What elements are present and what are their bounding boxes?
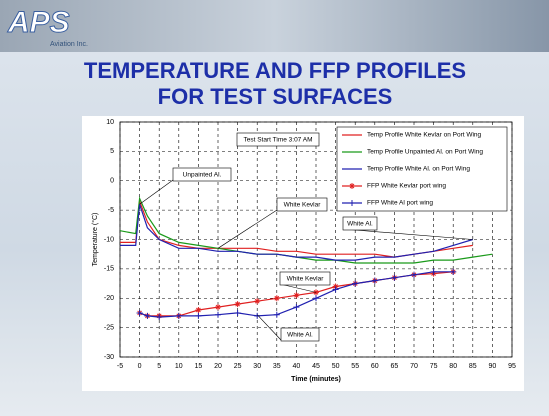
x-tick-label: 0 bbox=[138, 363, 142, 370]
legend-label: Temp Profile White Al. on Port Wing bbox=[367, 166, 470, 173]
x-tick-label: 60 bbox=[371, 363, 379, 370]
y-tick-label: 5 bbox=[110, 148, 114, 155]
series-line bbox=[120, 204, 473, 261]
x-tick-label: 65 bbox=[391, 363, 399, 370]
x-tick-label: 20 bbox=[214, 363, 222, 370]
plot-border bbox=[119, 121, 513, 358]
annotation: Unpainted Al. bbox=[183, 172, 222, 179]
y-tick-label: -20 bbox=[104, 295, 114, 302]
annotation: White Al. bbox=[287, 332, 313, 339]
point-marker bbox=[371, 277, 378, 284]
point-marker bbox=[293, 304, 300, 311]
legend-box bbox=[336, 126, 508, 212]
series-line bbox=[139, 271, 454, 318]
x-tick-label: 80 bbox=[449, 363, 457, 370]
x-tick-label: 85 bbox=[469, 363, 477, 370]
annotation: Test Start Time 3:07 AM bbox=[244, 137, 313, 144]
point-marker bbox=[293, 292, 300, 299]
y-tick-label: -10 bbox=[104, 236, 114, 243]
point-marker bbox=[349, 200, 355, 206]
y-tick-label: -15 bbox=[104, 266, 114, 273]
point-marker bbox=[349, 183, 355, 189]
y-tick-label: -25 bbox=[104, 324, 114, 331]
annotation-box bbox=[342, 216, 378, 231]
legend-label: Temp Profile White Kevlar on Port Wing bbox=[367, 132, 482, 139]
point-marker bbox=[313, 295, 319, 302]
annotation: White Kevlar bbox=[287, 276, 325, 283]
x-tick-label: 50 bbox=[332, 363, 340, 370]
y-tick-label: -30 bbox=[104, 354, 114, 361]
y-axis-label: Temperature (°C) bbox=[91, 213, 99, 267]
point-marker bbox=[215, 311, 221, 318]
annotation-box bbox=[280, 327, 320, 342]
point-marker bbox=[254, 298, 261, 305]
point-marker bbox=[273, 311, 280, 318]
x-tick-label: 45 bbox=[312, 363, 320, 370]
x-tick-label: 30 bbox=[253, 363, 261, 370]
point-marker bbox=[411, 271, 417, 278]
point-marker bbox=[175, 312, 182, 319]
point-marker bbox=[430, 268, 437, 275]
annotation-arrow bbox=[279, 283, 317, 293]
point-marker bbox=[234, 309, 241, 316]
point-marker bbox=[234, 301, 241, 308]
point-marker bbox=[156, 314, 163, 321]
logo: APS bbox=[7, 6, 70, 39]
point-marker bbox=[254, 312, 261, 319]
point-marker bbox=[215, 304, 221, 311]
point-marker bbox=[144, 312, 151, 319]
title-box: TEMPERATURE AND FFP PROFILES FOR TEST SU… bbox=[83, 58, 467, 109]
x-tick-label: -5 bbox=[117, 363, 123, 370]
annotation-box bbox=[172, 167, 232, 182]
x-tick-label: 55 bbox=[351, 363, 359, 370]
x-tick-label: 40 bbox=[293, 363, 301, 370]
chart-title: TEMPERATURE AND FFP PROFILES FOR TEST SU… bbox=[83, 58, 467, 109]
annotation-arrow bbox=[217, 209, 278, 249]
y-tick-label: 10 bbox=[106, 119, 114, 126]
point-marker bbox=[195, 312, 202, 319]
y-tick-label: -5 bbox=[108, 207, 114, 214]
annotation-box bbox=[276, 197, 328, 212]
point-marker bbox=[195, 307, 202, 313]
header-band bbox=[0, 0, 549, 52]
point-marker bbox=[136, 309, 143, 316]
legend-label: Temp Profile Unpainted Al. on Port Wing bbox=[367, 149, 483, 156]
legend-label: FFP White Kevlar port wing bbox=[367, 183, 446, 190]
legend-label: FFP White Al port wing bbox=[367, 200, 433, 207]
point-marker bbox=[273, 295, 280, 302]
annotation-box bbox=[279, 271, 331, 286]
x-tick-label: 75 bbox=[430, 363, 438, 370]
point-marker bbox=[391, 274, 398, 281]
x-tick-label: 5 bbox=[157, 363, 161, 370]
x-tick-label: 10 bbox=[175, 363, 183, 370]
x-tick-label: 15 bbox=[195, 363, 203, 370]
x-tick-label: 90 bbox=[489, 363, 497, 370]
annotation-arrow bbox=[342, 228, 473, 240]
point-marker bbox=[450, 268, 457, 275]
annotation: White Kevlar bbox=[284, 202, 322, 209]
point-marker bbox=[332, 286, 339, 293]
annotation-arrow bbox=[256, 314, 282, 341]
x-tick-label: 70 bbox=[410, 363, 418, 370]
x-tick-label: 25 bbox=[234, 363, 242, 370]
x-axis-label: Time (minutes) bbox=[291, 376, 341, 383]
annotation-arrow bbox=[139, 179, 174, 205]
point-marker bbox=[352, 280, 359, 287]
x-tick-label: 35 bbox=[273, 363, 281, 370]
x-tick-label: 95 bbox=[508, 363, 516, 370]
annotation-box bbox=[236, 132, 320, 147]
company: Aviation Inc. bbox=[50, 41, 88, 48]
y-tick-label: 0 bbox=[110, 178, 114, 185]
annotation: White Al. bbox=[347, 221, 373, 228]
